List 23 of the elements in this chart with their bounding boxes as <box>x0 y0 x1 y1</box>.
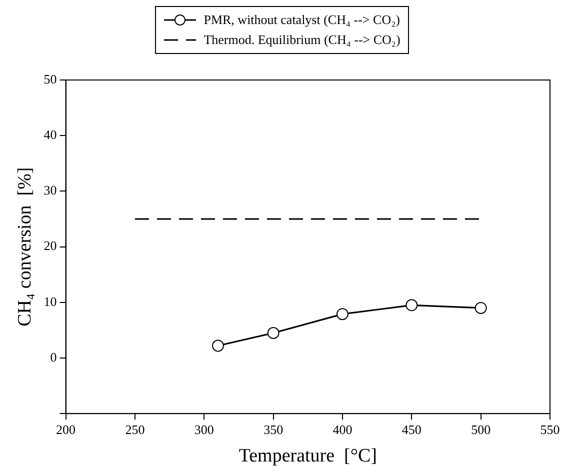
point <box>336 308 348 320</box>
y-tick-label: 0 <box>50 349 57 364</box>
point <box>212 340 224 352</box>
x-tick-label: 350 <box>264 422 284 437</box>
y-tick-label: 20 <box>44 238 57 254</box>
y-axis-title: CH₄ conversion [%] <box>14 167 36 326</box>
legend-label: Thermod. Equilibrium (CH₄ --> CO₂) <box>204 32 400 48</box>
x-tick-label: 450 <box>402 422 422 437</box>
y-tick-label: 40 <box>44 127 57 142</box>
x-axis-title: Temperature [°C] <box>238 446 377 467</box>
x-tick-label: 300 <box>194 422 214 437</box>
y-tick-label: 50 <box>44 71 57 86</box>
x-tick-label: 550 <box>540 422 560 437</box>
x-tick-label: 500 <box>471 422 491 437</box>
point <box>267 326 280 339</box>
x-tick-label: 250 <box>125 422 145 437</box>
x-tick-label: 400 <box>332 422 352 437</box>
x-tick-label: 200 <box>56 422 76 437</box>
legend-label: PMR, without catalyst (CH₄ --> CO₂) <box>204 12 400 28</box>
y-tick-label: 30 <box>44 182 57 198</box>
y-tick-label: 10 <box>44 294 57 309</box>
point <box>474 302 487 314</box>
point <box>406 299 418 312</box>
